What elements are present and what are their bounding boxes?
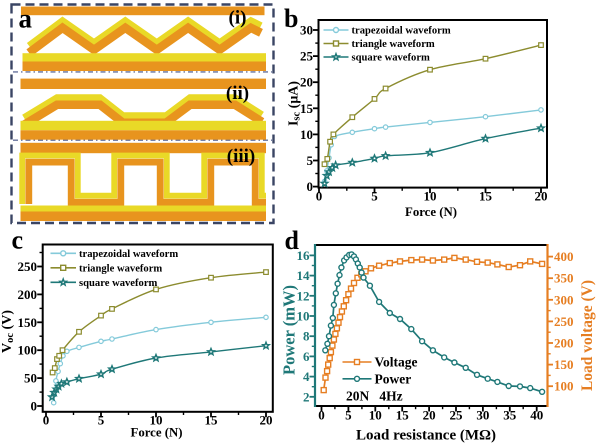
svg-text:(ii): (ii) — [226, 83, 249, 104]
svg-text:Load voltage (V): Load voltage (V) — [579, 280, 596, 391]
svg-text:Voltage: Voltage — [375, 355, 418, 370]
svg-text:Power: Power — [375, 371, 412, 386]
svg-text:b: b — [284, 4, 298, 33]
svg-text:4: 4 — [303, 369, 310, 384]
svg-text:250: 250 — [18, 259, 38, 274]
svg-text:6: 6 — [303, 349, 310, 364]
svg-text:16: 16 — [297, 248, 311, 263]
svg-text:20: 20 — [300, 75, 313, 90]
svg-text:50: 50 — [24, 371, 37, 386]
svg-text:5: 5 — [98, 413, 105, 428]
svg-text:25: 25 — [300, 49, 314, 64]
svg-text:10: 10 — [150, 413, 163, 428]
svg-text:20: 20 — [260, 413, 273, 428]
svg-text:trapezoidal waveform: trapezoidal waveform — [352, 26, 451, 37]
svg-text:0: 0 — [318, 407, 325, 422]
svg-text:350: 350 — [554, 271, 574, 286]
svg-text:Power (mW): Power (mW) — [280, 285, 299, 375]
svg-text:100: 100 — [554, 379, 574, 394]
svg-text:20N 4Hz: 20N 4Hz — [346, 389, 403, 404]
svg-text:2: 2 — [303, 389, 310, 404]
svg-text:c: c — [12, 226, 24, 255]
svg-text:20: 20 — [423, 407, 436, 422]
svg-text:150: 150 — [554, 357, 574, 372]
svg-text:0: 0 — [316, 188, 323, 203]
svg-text:14: 14 — [297, 268, 311, 283]
svg-text:12: 12 — [297, 288, 310, 303]
svg-text:(iii): (iii) — [227, 146, 256, 167]
svg-text:Force (N): Force (N) — [131, 426, 183, 440]
svg-text:10: 10 — [300, 127, 313, 142]
svg-text:15: 15 — [396, 407, 410, 422]
svg-text:0: 0 — [31, 399, 38, 414]
svg-text:Isc (μA): Isc (μA) — [287, 81, 303, 126]
svg-text:0: 0 — [43, 413, 50, 428]
svg-text:30: 30 — [476, 407, 489, 422]
svg-text:Voc (V): Voc (V) — [0, 310, 16, 353]
svg-text:square waveform: square waveform — [352, 53, 431, 64]
svg-text:35: 35 — [503, 407, 517, 422]
svg-text:30: 30 — [300, 23, 313, 38]
svg-text:10: 10 — [369, 407, 382, 422]
svg-text:Load resistance (MΩ): Load resistance (MΩ) — [356, 428, 496, 444]
svg-text:10: 10 — [424, 188, 437, 203]
svg-text:15: 15 — [205, 413, 219, 428]
svg-text:5: 5 — [307, 153, 314, 168]
svg-text:15: 15 — [300, 101, 314, 116]
svg-text:Force (N): Force (N) — [405, 205, 457, 219]
svg-text:100: 100 — [18, 343, 38, 358]
svg-text:10: 10 — [297, 309, 310, 324]
svg-text:200: 200 — [554, 336, 574, 351]
svg-text:25: 25 — [450, 407, 464, 422]
svg-text:8: 8 — [303, 329, 310, 344]
svg-text:square waveform: square waveform — [79, 278, 158, 289]
svg-text:400: 400 — [554, 249, 574, 264]
svg-text:150: 150 — [18, 315, 38, 330]
svg-text:250: 250 — [554, 314, 574, 329]
svg-text:20: 20 — [535, 188, 548, 203]
svg-text:a: a — [19, 4, 33, 34]
svg-text:0: 0 — [307, 179, 314, 194]
svg-text:40: 40 — [530, 407, 543, 422]
svg-text:(i): (i) — [229, 8, 247, 29]
svg-text:5: 5 — [345, 407, 352, 422]
svg-text:5: 5 — [371, 188, 378, 203]
svg-text:300: 300 — [554, 292, 574, 307]
svg-text:trapezoidal waveform: trapezoidal waveform — [79, 249, 178, 260]
svg-text:200: 200 — [18, 287, 38, 302]
svg-text:triangle waveform: triangle waveform — [79, 264, 162, 275]
svg-text:15: 15 — [479, 188, 493, 203]
svg-text:triangle waveform: triangle waveform — [352, 39, 435, 50]
svg-text:d: d — [285, 226, 300, 255]
